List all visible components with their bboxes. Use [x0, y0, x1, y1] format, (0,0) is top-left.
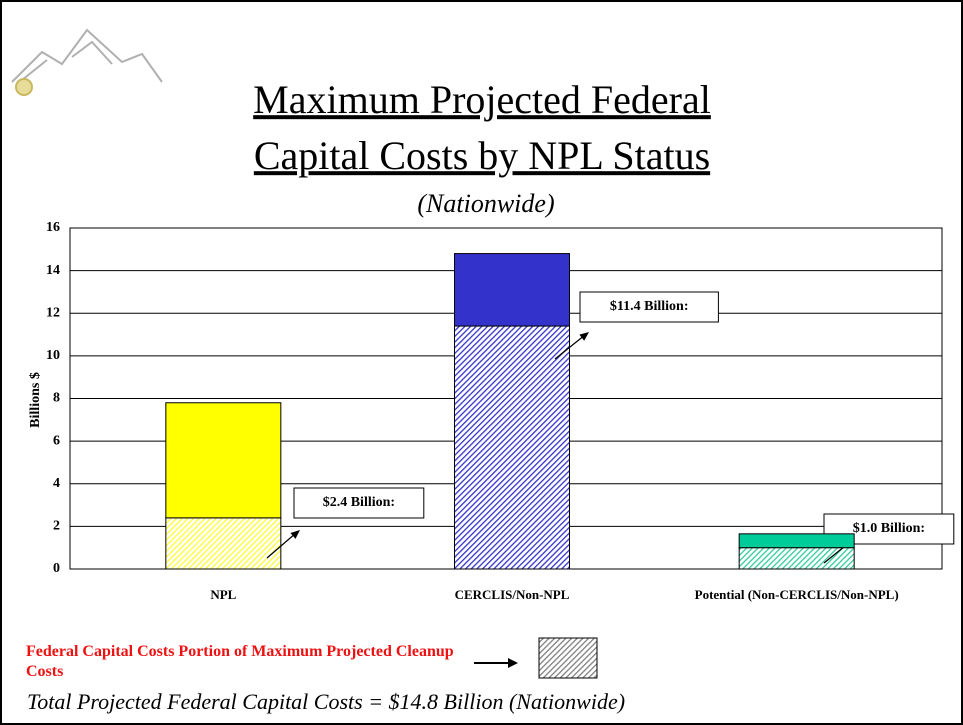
title-line: Capital Costs by NPL Status [254, 133, 710, 178]
y-tick-label: 4 [53, 476, 60, 491]
label-arrow [266, 532, 297, 559]
bar-segment [738, 547, 855, 570]
label-arrow-head [579, 332, 589, 341]
logo [11, 28, 163, 96]
label-arrow-head [290, 530, 300, 539]
legend-label: Federal Capital Costs Portion of Maximum… [26, 643, 454, 680]
label-box [579, 291, 719, 323]
y-axis-label: Billions $ [28, 372, 43, 428]
label-arrow [554, 334, 586, 360]
bar-segment [454, 253, 570, 327]
bar-segment [454, 325, 570, 570]
y-tick-label: 2 [53, 519, 60, 534]
legend-swatch [538, 637, 598, 679]
y-tick-label: 0 [53, 561, 60, 576]
footnote: Total Projected Federal Capital Costs = … [27, 689, 625, 714]
x-tick-label: Potential (Non-CERCLIS/Non-NPL) [694, 587, 899, 602]
y-tick-label: 16 [46, 220, 60, 235]
y-tick-label: 6 [53, 433, 60, 448]
title-line: Maximum Projected Federal [253, 77, 711, 122]
x-tick-label: CERCLIS/Non-NPL [454, 587, 570, 602]
data-label: $11.4 Billion: [610, 299, 689, 314]
y-tick-label: 8 [53, 391, 60, 406]
legend-arrow-head [508, 658, 518, 668]
x-tick-label: NPL [210, 587, 237, 602]
bar-segment [165, 517, 282, 570]
subtitle: (Nationwide) [417, 189, 554, 218]
data-label: $1.0 Billion: [853, 521, 925, 536]
bar-segment [165, 402, 282, 519]
label-box [293, 487, 425, 519]
y-tick-label: 10 [46, 348, 60, 363]
bar-segment [738, 533, 855, 549]
y-tick-label: 12 [46, 305, 60, 320]
data-label: $2.4 Billion: [323, 495, 395, 510]
y-tick-label: 14 [46, 263, 60, 278]
